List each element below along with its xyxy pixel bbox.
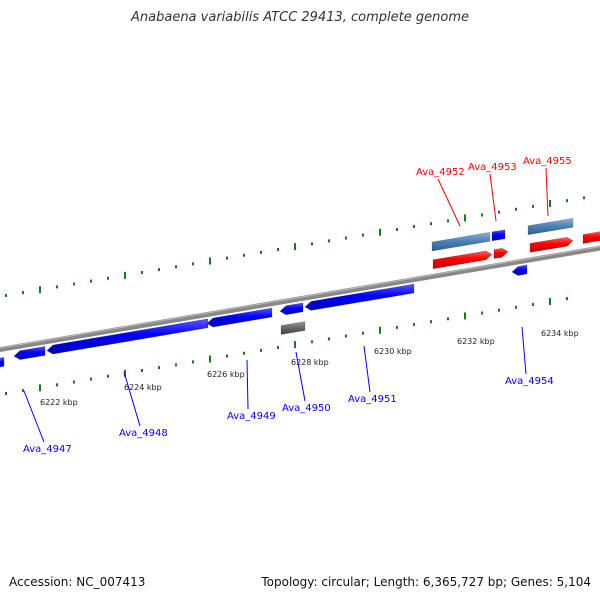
gene-arrow-forward: [529, 236, 574, 253]
gene-arrow-reverse: [304, 283, 415, 311]
gene-leader-line: [521, 326, 527, 375]
gene-leader-line: [295, 351, 306, 402]
kbp-label: 6234 kbp: [541, 329, 579, 338]
gene-label: Ava_4951: [348, 394, 397, 405]
kbp-label: 6222 kbp: [40, 398, 78, 407]
gene-arrow-forward: [493, 247, 509, 259]
gene-leader-line: [123, 371, 141, 427]
feature-block-gray: [280, 321, 306, 335]
label-layer: 6222 kbp 6224 kbp 6226 kbp 6228 kbp 6230 kbp…: [23, 156, 579, 455]
gene-leader-line: [489, 173, 497, 222]
gene-arrow-forward: [582, 231, 600, 244]
kbp-label: 6228 kbp: [291, 358, 329, 367]
feature-layer: [0, 217, 600, 368]
genome-backbone-highlight: [0, 246, 600, 349]
genome-title: Anabaena variabilis ATCC 29413, complete…: [131, 10, 469, 25]
gene-label: Ava_4948: [119, 428, 168, 439]
gene-arrow-reverse: [13, 346, 46, 360]
gene-leader-line: [437, 178, 461, 227]
gene-leader-line: [246, 359, 249, 410]
feature-block-steel: [527, 217, 574, 236]
gene-arrow-reverse: [511, 264, 528, 276]
gene-label: Ava_4955: [523, 156, 572, 167]
gene-label: Ava_4954: [505, 376, 554, 387]
gene-leader-line: [363, 345, 371, 393]
gene-leader-line: [23, 390, 45, 443]
backbone-layer: [0, 245, 600, 353]
gene-label: Ava_4949: [227, 411, 276, 422]
kbp-label: 6232 kbp: [457, 337, 495, 346]
gene-arrow-reverse: [206, 307, 273, 328]
gene-label: Ava_4953: [468, 162, 517, 173]
feature-block-steel: [431, 231, 491, 252]
gene-leader-line: [545, 167, 549, 217]
tick-layer: [5, 196, 585, 395]
gene-arrow-reverse: [491, 229, 506, 242]
gene-arrow-reverse: [0, 356, 5, 368]
genome-summary-text: Topology: circular; Length: 6,365,727 bp…: [261, 575, 591, 589]
kbp-label: 6226 kbp: [207, 370, 245, 379]
kbp-label: 6224 kbp: [124, 383, 162, 392]
kbp-label: 6230 kbp: [374, 347, 412, 356]
gene-label: Ava_4947: [23, 444, 72, 455]
accession-text: Accession: NC_007413: [9, 575, 146, 589]
gene-label: Ava_4952: [416, 167, 465, 178]
gene-arrow-forward: [432, 250, 493, 270]
gene-arrow-reverse: [279, 302, 304, 316]
genome-backbone: [0, 245, 600, 353]
gene-label: Ava_4950: [282, 403, 331, 414]
